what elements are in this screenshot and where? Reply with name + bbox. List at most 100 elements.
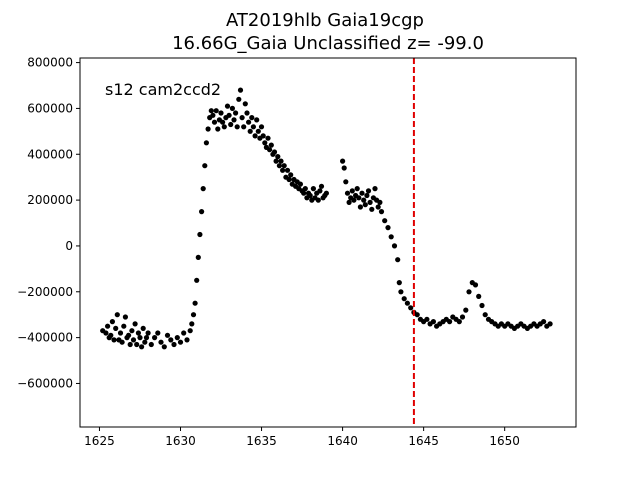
data-point bbox=[145, 330, 151, 336]
data-point bbox=[466, 289, 472, 295]
data-point bbox=[372, 186, 378, 192]
data-point bbox=[547, 321, 553, 327]
data-point bbox=[340, 158, 346, 164]
data-point bbox=[286, 176, 292, 183]
chart-annotation: s12 cam2ccd2 bbox=[105, 80, 221, 99]
data-point bbox=[139, 344, 145, 350]
data-point bbox=[184, 337, 190, 343]
data-point bbox=[385, 225, 391, 231]
data-point bbox=[365, 188, 372, 194]
data-point bbox=[401, 296, 407, 302]
data-point bbox=[404, 300, 410, 306]
data-point bbox=[301, 190, 307, 196]
data-point bbox=[113, 325, 119, 331]
data-point bbox=[234, 124, 240, 130]
tick-layer: 1625 1630 1635 1640 1645 1650 800000 600000 4000… bbox=[17, 56, 520, 448]
data-point bbox=[228, 121, 234, 128]
data-point bbox=[262, 140, 268, 146]
data-point bbox=[378, 209, 385, 215]
data-point bbox=[126, 332, 132, 338]
data-point bbox=[349, 188, 355, 194]
data-point bbox=[202, 163, 208, 169]
data-point bbox=[315, 197, 321, 203]
x-tick-label: 1650 bbox=[489, 434, 520, 448]
x-tick-label: 1645 bbox=[408, 434, 439, 448]
data-point bbox=[210, 112, 216, 118]
data-point bbox=[343, 179, 349, 185]
data-point bbox=[307, 192, 313, 199]
data-point bbox=[155, 330, 161, 336]
data-point bbox=[459, 314, 466, 320]
data-point bbox=[375, 204, 381, 210]
x-tick-label: 1635 bbox=[246, 434, 277, 448]
data-point bbox=[111, 337, 117, 343]
data-point bbox=[267, 147, 273, 153]
data-point bbox=[447, 319, 453, 325]
data-point bbox=[359, 190, 365, 196]
data-point bbox=[265, 135, 271, 141]
data-point bbox=[117, 330, 124, 336]
data-point bbox=[195, 254, 201, 260]
x-tick-label: 1625 bbox=[84, 434, 115, 448]
data-point bbox=[278, 158, 284, 164]
data-point bbox=[276, 163, 282, 169]
data-point bbox=[205, 126, 211, 132]
data-point bbox=[143, 335, 150, 341]
data-point bbox=[105, 323, 111, 329]
data-point bbox=[354, 186, 360, 192]
data-point bbox=[109, 319, 115, 325]
data-point bbox=[351, 197, 357, 203]
data-point bbox=[239, 115, 245, 121]
data-point bbox=[252, 133, 258, 139]
data-point bbox=[231, 117, 237, 123]
data-point bbox=[391, 243, 398, 249]
data-point bbox=[414, 312, 420, 318]
data-point bbox=[281, 163, 287, 169]
chart-title: AT2019hlb Gaia19cgp bbox=[226, 10, 424, 31]
data-point bbox=[456, 319, 462, 325]
data-point bbox=[247, 128, 253, 134]
data-point bbox=[130, 337, 137, 343]
data-point bbox=[476, 293, 482, 299]
data-point bbox=[129, 328, 135, 334]
data-point bbox=[246, 119, 252, 125]
y-tick-label: 400000 bbox=[27, 147, 73, 161]
data-point bbox=[119, 339, 125, 345]
data-point bbox=[377, 199, 383, 205]
data-point bbox=[361, 197, 367, 203]
data-point bbox=[244, 110, 250, 116]
data-point bbox=[482, 312, 488, 318]
data-point bbox=[388, 234, 394, 240]
data-point bbox=[187, 328, 193, 334]
data-point bbox=[367, 199, 373, 205]
data-point bbox=[134, 341, 140, 348]
data-point bbox=[199, 209, 205, 215]
y-tick-label: −600000 bbox=[17, 376, 73, 390]
data-point bbox=[241, 124, 247, 130]
data-point bbox=[108, 332, 114, 338]
data-point bbox=[237, 87, 244, 93]
data-point bbox=[463, 307, 469, 313]
data-point bbox=[192, 300, 198, 306]
data-point bbox=[174, 335, 180, 341]
x-tick-label: 1640 bbox=[327, 434, 358, 448]
data-point bbox=[275, 154, 281, 160]
data-point bbox=[194, 277, 200, 283]
data-point bbox=[369, 206, 375, 212]
data-point bbox=[177, 339, 184, 345]
data-point bbox=[254, 117, 260, 123]
data-point bbox=[233, 110, 239, 116]
data-layer bbox=[100, 87, 553, 350]
x-tick-label: 1630 bbox=[165, 434, 196, 448]
data-point bbox=[408, 305, 414, 311]
data-point bbox=[218, 110, 224, 116]
data-point bbox=[362, 202, 368, 208]
data-point bbox=[221, 124, 227, 130]
data-point bbox=[273, 158, 279, 164]
data-point bbox=[161, 344, 167, 350]
data-point bbox=[260, 133, 266, 139]
data-point bbox=[121, 323, 127, 329]
data-point bbox=[424, 316, 430, 322]
data-point bbox=[271, 149, 278, 155]
data-point bbox=[148, 341, 154, 348]
